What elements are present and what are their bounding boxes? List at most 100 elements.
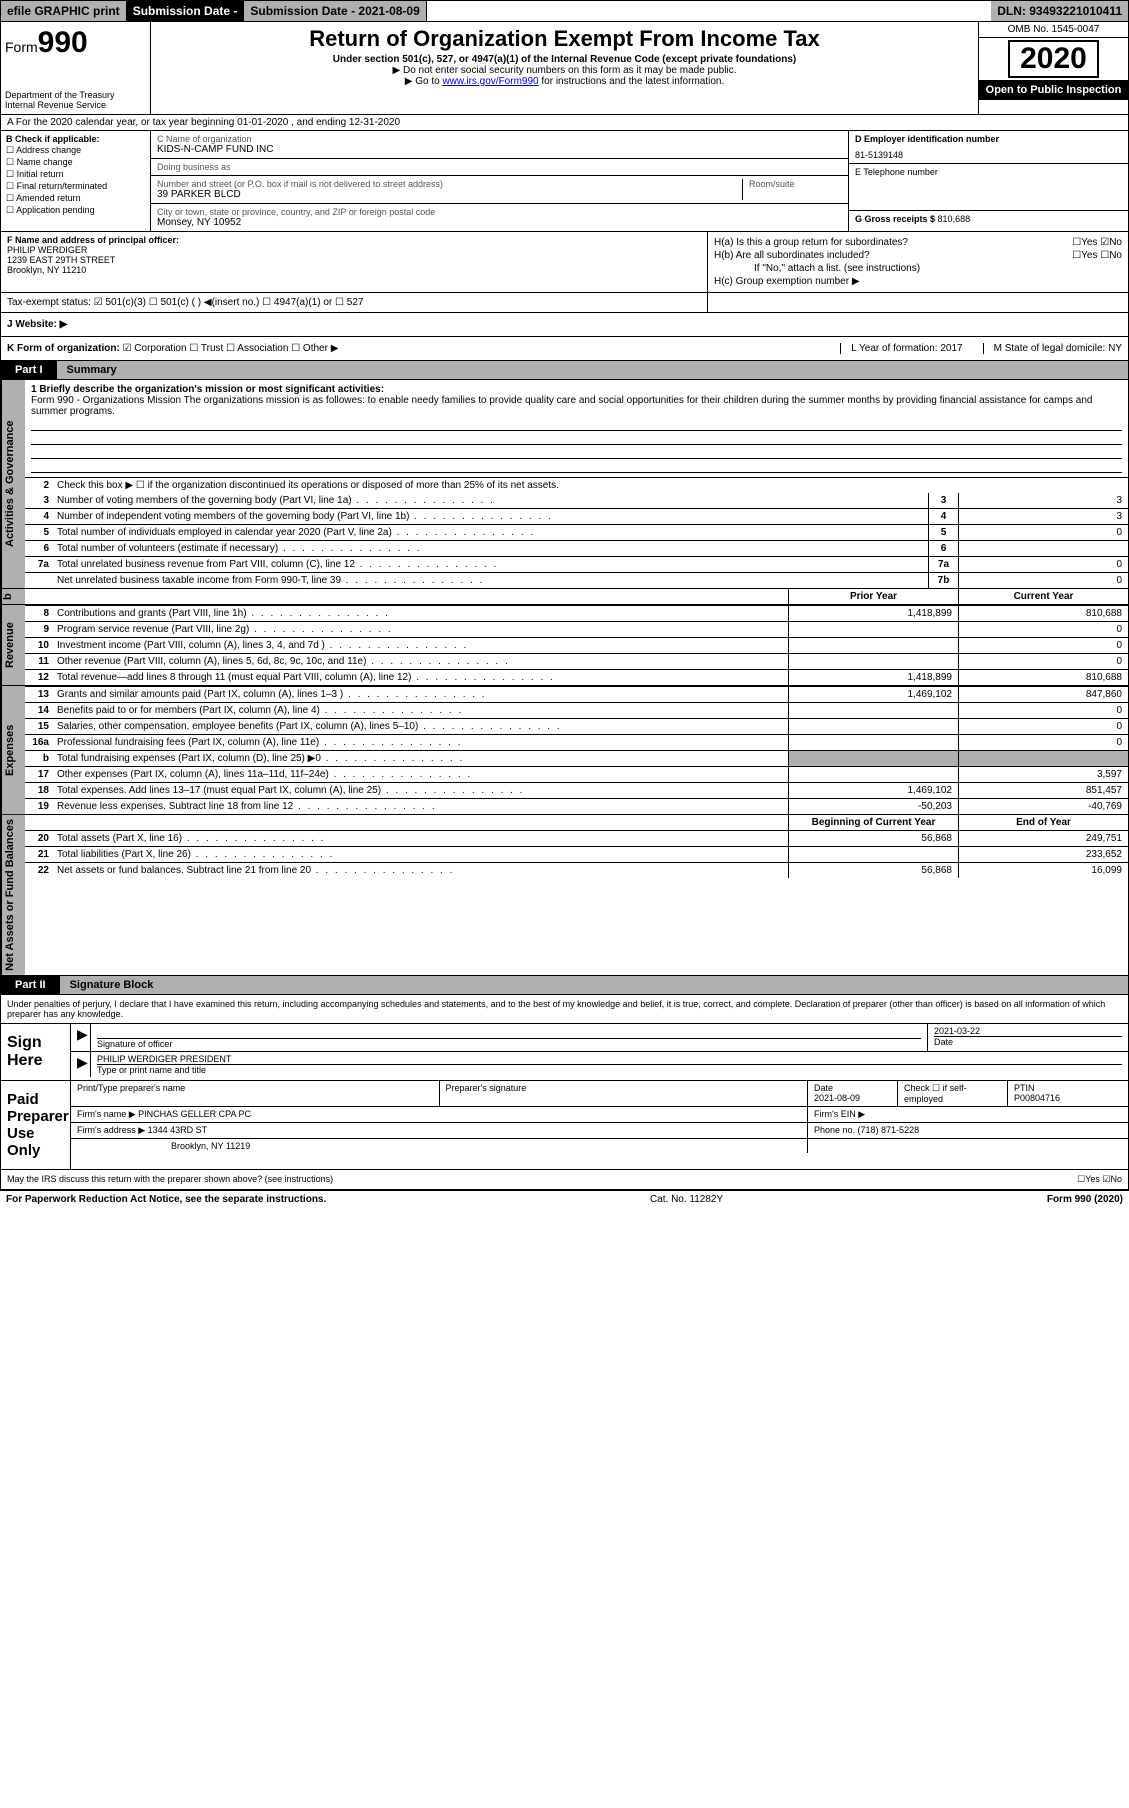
- table-row: Net unrelated business taxable income fr…: [25, 572, 1128, 588]
- table-row: 19Revenue less expenses. Subtract line 1…: [25, 798, 1128, 814]
- part-2-title: Signature Block: [60, 976, 1128, 994]
- omb-number: OMB No. 1545-0047: [979, 22, 1128, 38]
- year-formation: L Year of formation: 2017: [840, 343, 962, 354]
- prep-self-employed[interactable]: Check ☐ if self-employed: [898, 1081, 1008, 1106]
- section-fh: F Name and address of principal officer:…: [0, 231, 1129, 361]
- table-row: 10Investment income (Part VIII, column (…: [25, 637, 1128, 653]
- hb-note: If "No," attach a list. (see instruction…: [714, 263, 1122, 274]
- table-row: 15Salaries, other compensation, employee…: [25, 718, 1128, 734]
- tax-exempt-options[interactable]: ☑ 501(c)(3) ☐ 501(c) ( ) ◀(insert no.) ☐…: [94, 297, 364, 308]
- table-row: 6Total number of volunteers (estimate if…: [25, 540, 1128, 556]
- vtab-expenses: Expenses: [1, 686, 25, 814]
- firm-name: Firm's name ▶ PINCHAS GELLER CPA PC: [71, 1107, 808, 1122]
- officer-addr1: 1239 EAST 29TH STREET: [7, 255, 701, 265]
- col-d: D Employer identification number 81-5139…: [848, 131, 1128, 231]
- sig-date-label: Date: [934, 1036, 1122, 1047]
- table-row: 4Number of independent voting members of…: [25, 508, 1128, 524]
- prep-date: Date 2021-08-09: [808, 1081, 898, 1106]
- table-row: 8Contributions and grants (Part VIII, li…: [25, 605, 1128, 621]
- org-name: KIDS-N-CAMP FUND INC: [157, 144, 842, 155]
- table-row: 12Total revenue—add lines 8 through 11 (…: [25, 669, 1128, 685]
- tel-label: E Telephone number: [855, 167, 1122, 177]
- chk-initial-return[interactable]: Initial return: [6, 169, 145, 180]
- goto-suffix: for instructions and the latest informat…: [539, 76, 725, 87]
- sig-date: 2021-03-22: [934, 1026, 1122, 1036]
- sig-name: PHILIP WERDIGER PRESIDENT: [97, 1054, 1122, 1064]
- summary-revenue: Revenue 8Contributions and grants (Part …: [0, 605, 1129, 686]
- irs-link[interactable]: www.irs.gov/Form990: [442, 76, 538, 87]
- table-row: 3Number of voting members of the governi…: [25, 493, 1128, 508]
- dba-block: Doing business as: [151, 159, 848, 176]
- vtab-activities: Activities & Governance: [1, 380, 25, 588]
- top-bar: efile GRAPHIC print Submission Date - Su…: [0, 0, 1129, 22]
- header-left: Form990 Department of the Treasury Inter…: [1, 22, 151, 114]
- chk-address-change[interactable]: Address change: [6, 145, 145, 156]
- header-right: OMB No. 1545-0047 2020 Open to Public In…: [978, 22, 1128, 114]
- tax-exempt-row: Tax-exempt status: ☑ 501(c)(3) ☐ 501(c) …: [1, 292, 708, 312]
- sig-arrow-icon: ▶: [71, 1024, 91, 1051]
- gross-value: 810,688: [938, 214, 971, 224]
- chk-amended-return[interactable]: Amended return: [6, 193, 145, 204]
- header-middle: Return of Organization Exempt From Incom…: [151, 22, 978, 114]
- col-h-group: H(a) Is this a group return for subordin…: [708, 232, 1128, 292]
- form-org-label: K Form of organization:: [7, 343, 120, 354]
- ha-answer[interactable]: ☐Yes ☑No: [1072, 237, 1122, 248]
- sig-name-label: Type or print name and title: [97, 1064, 1122, 1075]
- table-row: 18Total expenses. Add lines 13–17 (must …: [25, 782, 1128, 798]
- table-row: 20Total assets (Part X, line 16)56,86824…: [25, 830, 1128, 846]
- chk-name-change[interactable]: Name change: [6, 157, 145, 168]
- chk-final-return[interactable]: Final return/terminated: [6, 181, 145, 192]
- submission-date-value: Submission Date - 2021-08-09: [244, 1, 426, 21]
- state-domicile: M State of legal domicile: NY: [983, 343, 1122, 354]
- sign-here-block: Sign Here ▶ Signature of officer 2021-03…: [0, 1024, 1129, 1081]
- hdr-prior-year: Prior Year: [788, 589, 958, 604]
- efile-label[interactable]: efile GRAPHIC print: [1, 1, 127, 21]
- form-org-options[interactable]: ☑ Corporation ☐ Trust ☐ Association ☐ Ot…: [123, 343, 339, 354]
- dln-value: DLN: 93493221010411: [991, 1, 1128, 21]
- tel-value: [855, 177, 1122, 207]
- form-header: Form990 Department of the Treasury Inter…: [0, 22, 1129, 115]
- table-row: 9Program service revenue (Part VIII, lin…: [25, 621, 1128, 637]
- website-label: J Website: ▶: [7, 319, 67, 330]
- hc-line: H(c) Group exemption number ▶: [714, 276, 1122, 287]
- line-2: 2 Check this box ▶ ☐ if the organization…: [25, 477, 1128, 493]
- ein-value: 81-5139148: [855, 150, 1122, 160]
- tax-exempt-label: Tax-exempt status:: [7, 297, 91, 308]
- city-label: City or town, state or province, country…: [157, 207, 842, 217]
- hdr-end-year: End of Year: [958, 815, 1128, 830]
- note-ssn: ▶ Do not enter social security numbers o…: [159, 65, 970, 76]
- col-headers-1: b Prior Year Current Year: [0, 589, 1129, 605]
- summary-governance: Activities & Governance 1 Briefly descri…: [0, 380, 1129, 589]
- footer-left: For Paperwork Reduction Act Notice, see …: [6, 1194, 326, 1205]
- table-row: 11Other revenue (Part VIII, column (A), …: [25, 653, 1128, 669]
- chk-application-pending[interactable]: Application pending: [6, 205, 145, 216]
- col-c-org-info: C Name of organization KIDS-N-CAMP FUND …: [151, 131, 848, 231]
- footer-right: Form 990 (2020): [1047, 1194, 1123, 1205]
- footer-cat: Cat. No. 11282Y: [650, 1194, 723, 1205]
- firm-addr: Firm's address ▶ 1344 43RD ST: [71, 1123, 808, 1138]
- tel-block: E Telephone number: [849, 164, 1128, 211]
- hb-line: H(b) Are all subordinates included? ☐Yes…: [714, 250, 1122, 261]
- table-row: 16aProfessional fundraising fees (Part I…: [25, 734, 1128, 750]
- form-title: Return of Organization Exempt From Incom…: [159, 26, 970, 52]
- part-1-title: Summary: [57, 361, 1128, 379]
- part-2-bar: Part II Signature Block: [0, 976, 1129, 995]
- irs-discuss-answer[interactable]: ☐Yes ☑No: [1077, 1174, 1122, 1185]
- vtab-b: b: [1, 589, 25, 604]
- part-1-label: Part I: [1, 361, 57, 379]
- hdr-current-year: Current Year: [958, 589, 1128, 604]
- part-2-label: Part II: [1, 976, 60, 994]
- org-name-label: C Name of organization: [157, 134, 842, 144]
- hb-answer[interactable]: ☐Yes ☐No: [1072, 250, 1122, 261]
- sig-arrow-icon-2: ▶: [71, 1052, 91, 1077]
- sig-declaration: Under penalties of perjury, I declare th…: [0, 995, 1129, 1024]
- col-b-title: B Check if applicable:: [6, 134, 145, 144]
- table-row: 5Total number of individuals employed in…: [25, 524, 1128, 540]
- row-a-tax-year: A For the 2020 calendar year, or tax yea…: [0, 115, 1129, 131]
- addr-label: Number and street (or P.O. box if mail i…: [157, 179, 742, 189]
- table-row: 7aTotal unrelated business revenue from …: [25, 556, 1128, 572]
- officer-addr2: Brooklyn, NY 11210: [7, 265, 701, 275]
- tax-year: 2020: [1008, 40, 1099, 78]
- mission-label: 1 Briefly describe the organization's mi…: [31, 384, 1122, 395]
- sign-here-label: Sign Here: [1, 1024, 71, 1080]
